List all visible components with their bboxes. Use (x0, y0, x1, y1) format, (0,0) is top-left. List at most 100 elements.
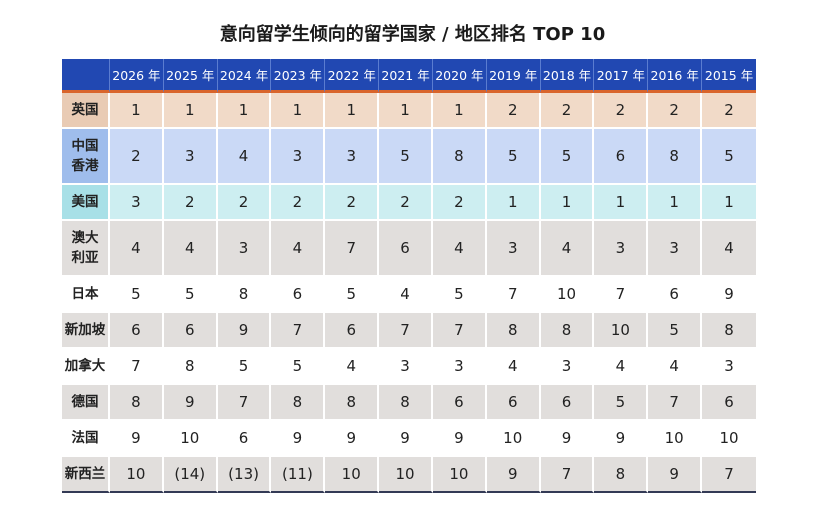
rank-cell: 1 (540, 183, 595, 219)
rank-cell: 5 (648, 311, 703, 347)
rank-cell: 5 (379, 127, 433, 183)
rank-cell: 3 (648, 219, 703, 275)
rank-cell: 1 (486, 183, 541, 219)
rank-cell: 6 (594, 127, 649, 183)
rank-cell: 10 (110, 455, 164, 493)
rank-cell: 8 (325, 383, 380, 419)
rank-cell: 2 (379, 183, 433, 219)
rank-cell: 8 (432, 127, 487, 183)
rank-cell: 2 (163, 183, 218, 219)
rank-cell: 4 (432, 219, 487, 275)
rank-cell: 2 (486, 93, 541, 127)
row-label: 美国 (62, 183, 110, 219)
rank-cell: 9 (486, 455, 541, 493)
column-header: 2026 年 (110, 59, 164, 93)
rank-cell: 7 (432, 311, 487, 347)
rank-cell: 2 (540, 93, 595, 127)
rank-cell: 8 (110, 383, 164, 419)
rank-cell: 4 (702, 219, 756, 275)
rank-cell: 6 (486, 383, 541, 419)
rank-cell: (13) (217, 455, 272, 493)
rank-cell: 4 (540, 219, 595, 275)
rank-cell: 3 (540, 347, 595, 383)
column-header: 2023 年 (271, 59, 326, 93)
table-row: 美国 3 2 2 2 2 2 2 1 1 1 1 1 (62, 183, 756, 219)
table-row: 中国 香港 2 3 4 3 3 5 8 5 5 6 8 5 (62, 127, 756, 183)
table-row: 日本 5 5 8 6 5 4 5 7 10 7 6 9 (62, 275, 756, 311)
table-row: 德国 8 9 7 8 8 8 6 6 6 5 7 6 (62, 383, 756, 419)
rank-cell: 1 (702, 183, 756, 219)
rank-cell: 3 (702, 347, 756, 383)
rank-cell: 9 (110, 419, 164, 455)
rank-cell: 8 (540, 311, 595, 347)
rank-cell: 6 (702, 383, 756, 419)
header-row: 2026 年 2025 年 2024 年 2023 年 2022 年 2021 年 2020… (62, 59, 756, 93)
rank-cell: 4 (217, 127, 272, 183)
column-header: 2016 年 (648, 59, 703, 93)
rank-cell: 6 (325, 311, 380, 347)
rank-cell: 5 (110, 275, 164, 311)
rank-cell: 1 (325, 93, 380, 127)
rank-cell: 6 (648, 275, 703, 311)
rank-cell: 6 (432, 383, 487, 419)
rank-cell: 10 (540, 275, 595, 311)
rank-cell: 9 (379, 419, 433, 455)
table-title: 意向留学生倾向的留学国家 / 地区排名 TOP 10 (219, 24, 606, 45)
rank-cell: 9 (702, 275, 756, 311)
rank-cell: 3 (432, 347, 487, 383)
rank-cell: 1 (432, 93, 487, 127)
rank-cell: 4 (163, 219, 218, 275)
rank-cell: 9 (271, 419, 326, 455)
rank-cell: 8 (486, 311, 541, 347)
row-label: 中国 香港 (62, 127, 110, 183)
rank-cell: 4 (271, 219, 326, 275)
row-label: 新西兰 (62, 455, 110, 493)
rank-cell: 3 (325, 127, 380, 183)
rank-cell: 2 (110, 127, 164, 183)
rank-cell: 8 (702, 311, 756, 347)
rank-cell: 7 (648, 383, 703, 419)
rank-cell: (14) (163, 455, 218, 493)
table-row: 法国 9 10 6 9 9 9 9 10 9 9 10 10 (62, 419, 756, 455)
table-row: 新加坡 6 6 9 7 6 7 7 8 8 10 5 8 (62, 311, 756, 347)
rank-cell: 2 (648, 93, 703, 127)
rank-cell: 6 (217, 419, 272, 455)
rank-cell: 1 (110, 93, 164, 127)
rank-cell: 9 (432, 419, 487, 455)
rank-cell: 1 (163, 93, 218, 127)
rank-cell: 1 (648, 183, 703, 219)
rank-cell: 10 (702, 419, 756, 455)
rank-cell: 8 (163, 347, 218, 383)
rank-cell: 8 (217, 275, 272, 311)
rank-cell: 4 (110, 219, 164, 275)
rank-cell: 9 (594, 419, 649, 455)
rank-cell: 5 (594, 383, 649, 419)
rank-cell: 9 (163, 383, 218, 419)
rank-cell: 6 (540, 383, 595, 419)
row-label: 日本 (62, 275, 110, 311)
rank-cell: 2 (325, 183, 380, 219)
column-header: 2019 年 (486, 59, 541, 93)
rank-cell: 5 (325, 275, 380, 311)
rank-cell: 10 (432, 455, 487, 493)
rank-cell: 9 (325, 419, 380, 455)
rank-cell: 10 (379, 455, 433, 493)
ranking-table: 2026 年 2025 年 2024 年 2023 年 2022 年 2021 年 2020… (62, 59, 756, 493)
column-header: 2017 年 (594, 59, 649, 93)
rank-cell: 8 (594, 455, 649, 493)
rank-cell: 10 (325, 455, 380, 493)
rank-cell: 4 (379, 275, 433, 311)
rank-cell: 3 (486, 219, 541, 275)
rank-cell: 6 (379, 219, 433, 275)
column-header: 2022 年 (325, 59, 380, 93)
rank-cell: 5 (702, 127, 756, 183)
row-label: 法国 (62, 419, 110, 455)
rank-cell: 5 (271, 347, 326, 383)
rank-cell: 6 (110, 311, 164, 347)
rank-cell: 5 (432, 275, 487, 311)
rank-cell: 7 (379, 311, 433, 347)
header-corner (62, 59, 110, 93)
rank-cell: 8 (648, 127, 703, 183)
table-row: 新西兰 10 (14) (13) (11) 10 10 10 9 7 8 9 7 (62, 455, 756, 493)
row-label: 加拿大 (62, 347, 110, 383)
